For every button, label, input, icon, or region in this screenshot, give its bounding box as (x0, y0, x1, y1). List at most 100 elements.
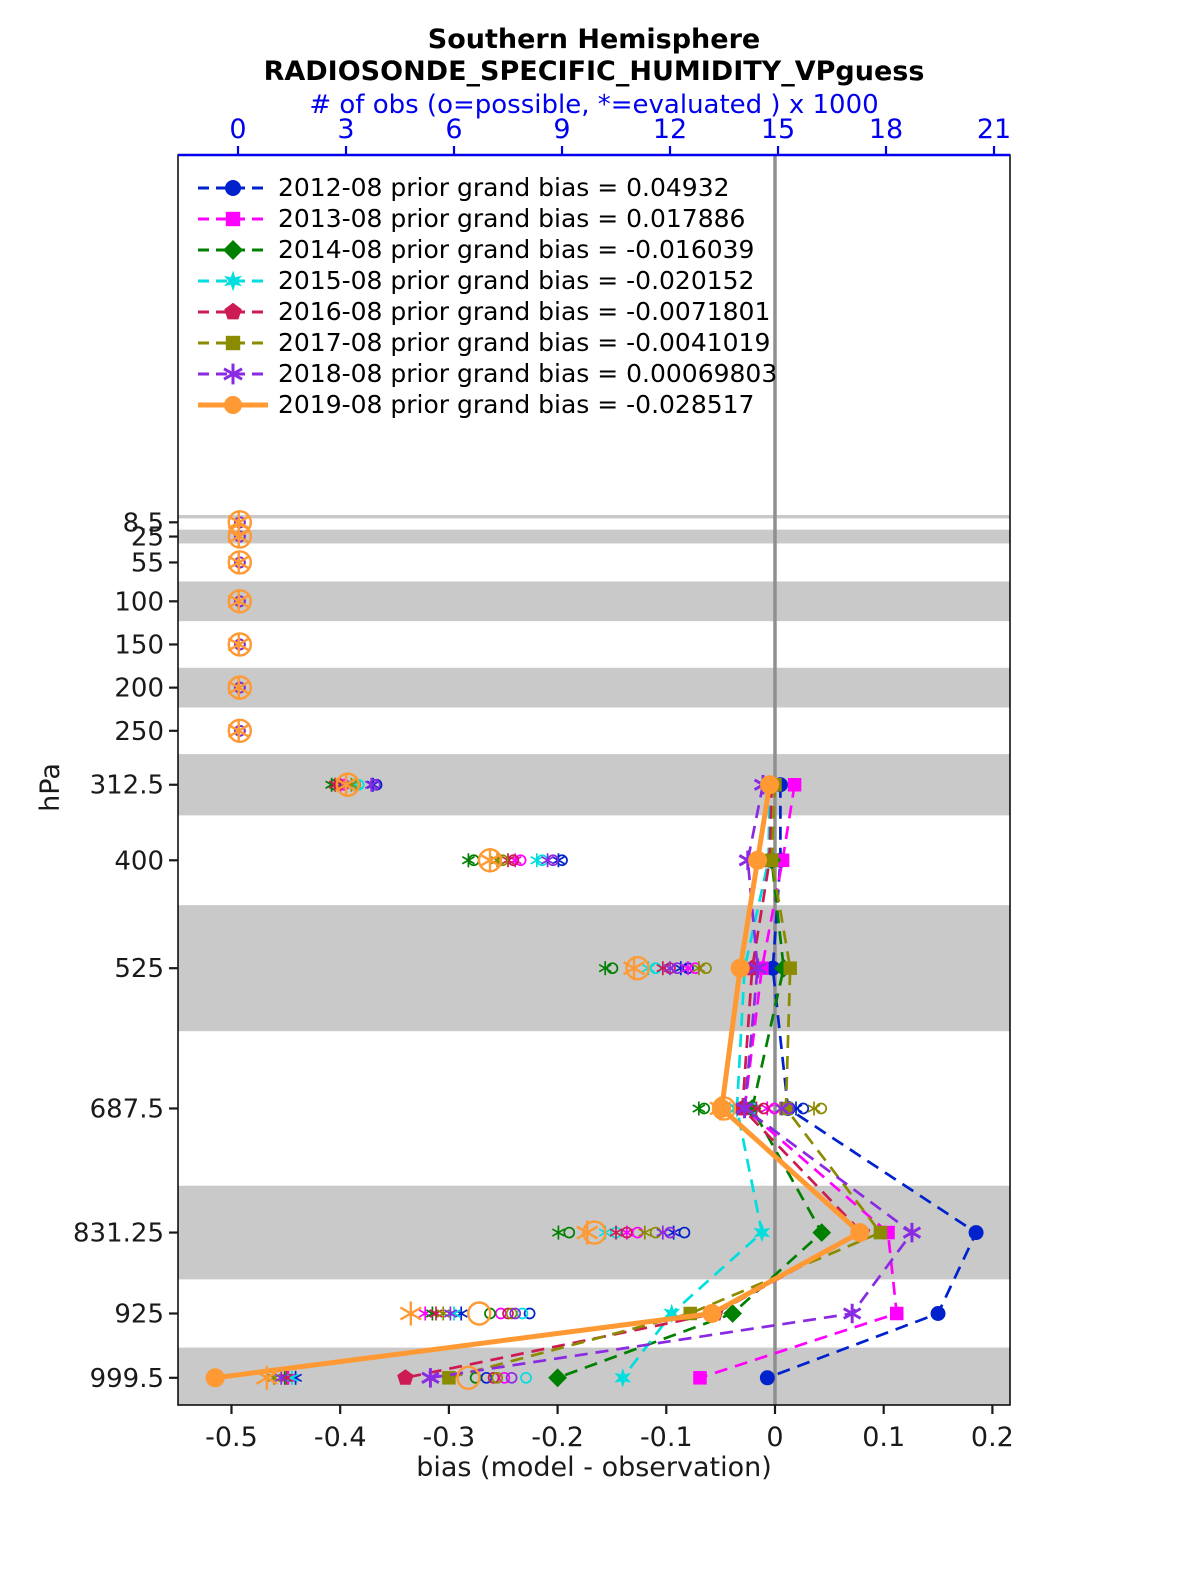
legend-entry-label: 2019-08 prior grand bias = -0.028517 (278, 390, 755, 419)
bias-line (766, 784, 978, 1380)
obs-possible-marker (782, 1102, 795, 1115)
legend-sample-line (198, 211, 268, 226)
legend-sample-line (198, 363, 268, 384)
obs-possible-marker (487, 1371, 500, 1384)
bias-line (430, 784, 914, 1380)
obs-possible-marker (505, 1371, 518, 1384)
obs-possible-marker (625, 955, 650, 981)
obs-possible-marker (523, 1307, 536, 1320)
shaded-band (178, 514, 1010, 519)
axis-ticks: 0 3 6 9 12 15 18 21 -0.5 -0.4 -0.3 -0.2 -0.1 0 0.1 0.2 8… (73, 114, 1014, 1453)
bias-tick-label: 0.2 (971, 1422, 1014, 1453)
chart-title: Southern Hemisphere (427, 24, 761, 55)
bias-line (405, 784, 864, 1380)
legend-entry-label: 2018-08 prior grand bias = 0.00069803 (278, 359, 778, 388)
obs-tick-label: 0 (229, 114, 246, 145)
pressure-tick-label: 25 (131, 523, 164, 553)
obs-possible-marker (456, 1365, 481, 1391)
bias-line (214, 784, 863, 1381)
series-2019-08 (205, 510, 870, 1391)
bias-tick-label: -0.2 (531, 1422, 584, 1453)
pressure-tick-label: 525 (114, 954, 164, 984)
bias-tick-label: 0.1 (862, 1422, 905, 1453)
legend-entry-label: 2014-08 prior grand bias = -0.016039 (278, 235, 755, 264)
pressure-tick-label: 100 (114, 587, 164, 617)
legend-sample-line (198, 179, 268, 196)
shaded-band (178, 667, 1010, 708)
legend-entry: 2019-08 prior grand bias = -0.028517 (196, 389, 777, 420)
obs-possible-marker (649, 1226, 662, 1239)
pressure-tick-label: 687.5 (90, 1094, 164, 1124)
legend-entry: 2017-08 prior grand bias = -0.0041019 (196, 327, 777, 358)
pressure-tick-label: 55 (131, 548, 164, 578)
bias-tick-label: 0 (766, 1422, 783, 1453)
obs-tick-label: 6 (445, 114, 462, 145)
shaded-band (178, 529, 1010, 544)
legend-sample-line (198, 239, 268, 260)
legend-entry: 2012-08 prior grand bias = 0.04932 (196, 172, 777, 203)
obs-possible-marker (678, 1226, 691, 1239)
obs-possible-marker (671, 962, 684, 975)
bias-line (699, 784, 899, 1380)
bias-tick-label: -0.5 (205, 1422, 258, 1453)
legend-sample-line (198, 395, 268, 414)
pressure-tick-label: 150 (114, 630, 164, 660)
chart-subtitle: RADIOSONDE_SPECIFIC_HUMIDITY_VPguess (263, 56, 925, 87)
pressure-tick-label: 925 (114, 1299, 164, 1329)
legend-entry: 2013-08 prior grand bias = 0.017886 (196, 203, 777, 234)
obs-tick-label: 18 (869, 114, 903, 145)
pressure-tick-label: 999.5 (90, 1364, 164, 1394)
obs-tick-label: 12 (653, 114, 687, 145)
legend-entry: 2016-08 prior grand bias = -0.0071801 (196, 296, 777, 327)
obs-possible-marker (563, 1226, 576, 1239)
obs-possible-marker (582, 1220, 607, 1245)
bias-tick-label: -0.3 (423, 1422, 476, 1453)
pressure-tick-label: 200 (114, 674, 164, 704)
pressure-tick-label: 831.25 (73, 1219, 164, 1249)
pressure-tick-label: 8.5 (123, 508, 164, 538)
obs-possible-marker (502, 1307, 514, 1320)
legend-entry-label: 2016-08 prior grand bias = -0.0071801 (278, 297, 771, 326)
legend-entry: 2015-08 prior grand bias = -0.020152 (196, 265, 777, 296)
obs-possible-marker (467, 1301, 492, 1326)
obs-possible-marker (469, 1371, 482, 1384)
obs-possible-marker (664, 1226, 676, 1239)
shaded-band (178, 905, 1010, 1032)
legend-sample-line (198, 335, 268, 350)
bias-axis-title: bias (model - observation) (416, 1452, 772, 1483)
legend-entry-label: 2013-08 prior grand bias = 0.017886 (278, 204, 746, 233)
obs-possible-marker (520, 1371, 532, 1384)
obs-possible-marker (797, 1102, 810, 1115)
shaded-band (178, 1347, 1010, 1405)
pressure-axis-title: hPa (34, 763, 66, 812)
legend-entry-label: 2015-08 prior grand bias = -0.020152 (278, 266, 755, 295)
obs-possible-marker (606, 962, 619, 975)
obs-possible-marker (700, 962, 712, 975)
obs-tick-label: 21 (977, 114, 1011, 145)
obs-axis-title: # of obs (o=possible, *=evaluated ) x 10… (309, 90, 879, 120)
bias-line (557, 784, 824, 1380)
legend-sample-line (198, 270, 268, 291)
legend-entry: 2018-08 prior grand bias = 0.00069803 (196, 358, 777, 389)
obs-possible-marker (335, 772, 361, 797)
obs-possible-marker (491, 1371, 504, 1384)
shaded-band (178, 581, 1010, 622)
pressure-tick-label: 312.5 (90, 771, 164, 801)
legend-entry: 2014-08 prior grand bias = -0.016039 (196, 234, 777, 265)
obs-tick-label: 9 (553, 114, 570, 145)
legend-entry-label: 2012-08 prior grand bias = 0.04932 (278, 173, 730, 202)
obs-tick-label: 15 (761, 114, 795, 145)
obs-possible-marker (649, 962, 662, 975)
obs-tick-label: 3 (337, 114, 354, 145)
pressure-tick-label: 400 (114, 846, 164, 876)
bias-tick-label: -0.4 (314, 1422, 367, 1453)
legend-sample-line (198, 302, 268, 319)
obs-possible-marker (815, 1102, 828, 1115)
bias-line (448, 784, 882, 1380)
obs-possible-marker (757, 1102, 770, 1115)
shaded-bands (178, 514, 1010, 1405)
legend: 2012-08 prior grand bias = 0.04932 2013-0… (196, 172, 777, 420)
bias-tick-label: -0.1 (640, 1422, 693, 1453)
